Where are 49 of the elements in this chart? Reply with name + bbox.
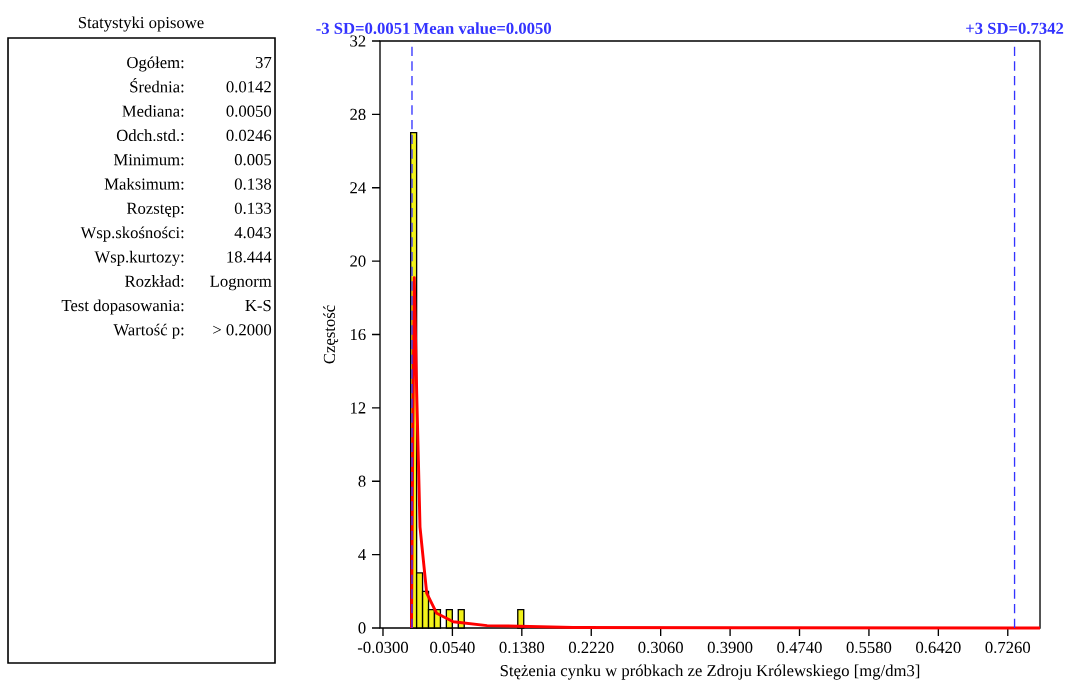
y-tick-label: 16: [350, 328, 366, 341]
x-tick-label: 0.3900: [707, 641, 753, 654]
text: Wsp.skośności:: [80, 226, 184, 242]
x-tick-label: 0.5580: [846, 641, 892, 654]
text: Odch.std.:: [116, 129, 184, 142]
y-tick-label: 0: [358, 622, 366, 634]
x-tick-label: -0.0300: [357, 641, 409, 654]
text: 0.138: [234, 178, 272, 190]
text: Rozstęp:: [126, 202, 184, 218]
text: Maksimum:: [104, 177, 184, 190]
x-tick-label: 0.7260: [985, 641, 1031, 654]
y-tick-label: 32: [350, 35, 366, 47]
x-tick-label: 0.0540: [430, 641, 475, 654]
x-tick-label: 0.4740: [777, 641, 822, 654]
text: 0.133: [234, 202, 272, 215]
ref-line-label: +3 SD=0.7342: [966, 22, 1064, 35]
annotation: Mean value=0.0050: [413, 22, 552, 35]
ref-line-label: -3 SD=0.0051: [316, 22, 410, 35]
y-tick-label: 24: [350, 182, 366, 194]
text: 0.0142: [226, 81, 271, 93]
text: 18.444: [227, 251, 272, 263]
text: 37: [255, 56, 272, 69]
text: Wartość p:: [113, 323, 184, 339]
y-tick-label: 20: [350, 255, 366, 267]
text: Ogółem:: [127, 56, 184, 72]
text: Lognorm: [210, 275, 272, 291]
text: 0.005: [234, 154, 272, 166]
text: Statystyki opisowe: [78, 16, 204, 32]
x-tick-label: 0.3060: [638, 641, 683, 654]
x-tick-label: 0.2220: [568, 641, 614, 654]
text: Minimum:: [113, 154, 184, 166]
text: 0.0050: [226, 105, 272, 117]
x-tick-label: 0.6420: [916, 641, 961, 654]
y-tick-label: 12: [350, 402, 366, 414]
y-tick-label: 28: [350, 108, 366, 120]
x-tick-label: 0.1380: [499, 641, 545, 654]
y-tick-label: 8: [358, 475, 366, 487]
text: Test dopasowania:: [61, 299, 184, 315]
text: Mediana:: [122, 105, 184, 117]
text: K-S: [245, 299, 271, 312]
y-tick-label: 4: [358, 549, 366, 561]
text: 4.043: [234, 227, 272, 239]
y-axis-title: Częstość: [323, 305, 339, 364]
text: Wsp.kurtozy:: [94, 250, 184, 266]
text: 0.0246: [226, 129, 272, 142]
x-axis-title: Stężenia cynku w próbkach ze Zdroju Królewskiego [mg/dm3]: [500, 664, 920, 680]
text: Rozkład:: [125, 275, 184, 287]
text: > 0.2000: [213, 324, 272, 336]
text: Średnia:: [130, 77, 184, 93]
